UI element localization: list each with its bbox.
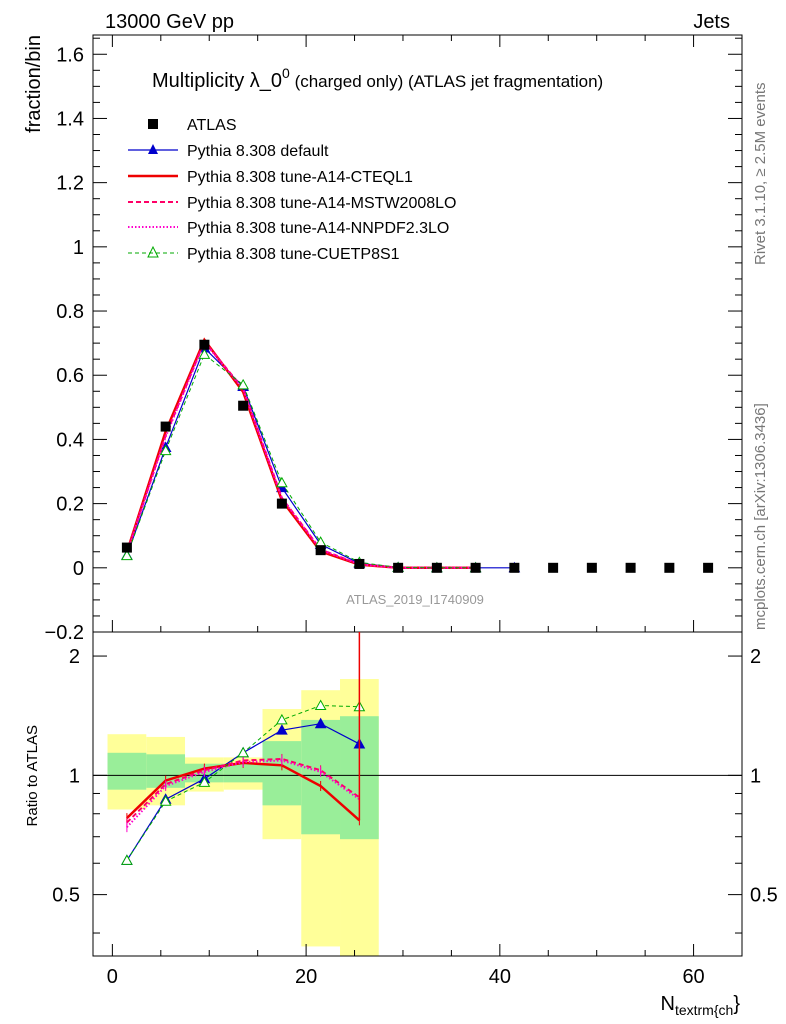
legend-label-nnpdf: Pythia 8.308 tune-A14-NNPDF2.3LO — [187, 220, 449, 237]
chart-title: Multiplicity λ_00 (charged only) (ATLAS … — [152, 65, 603, 92]
atlas-data-point — [509, 562, 520, 573]
y-tick-label-top: 0.2 — [56, 494, 84, 516]
atlas-data-point — [276, 498, 287, 509]
series-line-3 — [125, 340, 476, 569]
ratio-point-4 — [276, 713, 288, 725]
y-axis-label-bottom: Ratio to ATLAS — [24, 725, 41, 826]
y-tick-label-top: −0.2 — [45, 622, 84, 644]
legend-marker-cuetp8s1 — [147, 245, 159, 258]
y-tick-label-bottom-right: 1 — [750, 765, 761, 787]
y-tick-label-bottom: 0.5 — [52, 885, 80, 907]
x-axis-label: Ntextrm{ch} — [661, 993, 741, 1018]
atlas-data-point — [703, 562, 714, 573]
legend-label-default: Pythia 8.308 default — [187, 143, 329, 160]
legend-entry-default: Pythia 8.308 default — [128, 143, 329, 160]
y-tick-label-bottom: 1 — [69, 765, 80, 787]
y-tick-label-top: 1.2 — [56, 173, 84, 195]
legend-label-atlas: ATLAS — [187, 117, 237, 134]
y-tick-label-top: 1.4 — [56, 108, 84, 130]
rivet-label: Rivet 3.1.10, ≥ 2.5M events — [752, 83, 769, 266]
atlas-data-point — [431, 562, 442, 573]
legend-marker-atlas — [148, 119, 158, 129]
y-tick-label-top: 1 — [73, 237, 84, 259]
legend-label-mstw: Pythia 8.308 tune-A14-MSTW2008LO — [187, 195, 456, 212]
header-left-label: 13000 GeV pp — [105, 11, 234, 33]
legend-entry-cteql1: Pythia 8.308 tune-A14-CTEQL1 — [128, 169, 413, 186]
series-line-0 — [126, 346, 515, 569]
legend-entry-atlas: ATLAS — [148, 117, 237, 134]
x-tick-label: 60 — [682, 966, 704, 988]
legend-entry-nnpdf: Pythia 8.308 tune-A14-NNPDF2.3LO — [128, 220, 449, 237]
series-line-4 — [126, 353, 476, 569]
y-tick-label-bottom-right: 0.5 — [750, 885, 778, 907]
band-green-bin — [301, 719, 341, 835]
analysis-tag: ATLAS_2019_I1740909 — [346, 592, 484, 607]
header-right-label: Jets — [693, 11, 730, 33]
series-line-1 — [125, 337, 476, 570]
y-tick-label-top: 0.8 — [56, 301, 84, 323]
ratio-point-0 — [276, 724, 288, 735]
legend-entry-cuetp8s1: Pythia 8.308 tune-CUETP8S1 — [128, 245, 400, 263]
ratio-point-4 — [237, 746, 249, 758]
mcplots-label: mcplots.cern.ch [arXiv:1306.3436] — [752, 403, 769, 630]
series-point-4 — [121, 549, 133, 561]
x-tick-label: 20 — [295, 966, 317, 988]
atlas-data-point — [354, 558, 365, 569]
y-tick-label-top: 0.6 — [56, 365, 84, 387]
atlas-data-point — [625, 562, 636, 573]
y-tick-label-top: 0 — [73, 558, 84, 580]
atlas-data-point — [121, 542, 132, 553]
legend-label-cteql1: Pythia 8.308 tune-A14-CTEQL1 — [187, 169, 413, 186]
band-green-bin — [107, 752, 147, 790]
series-point-4 — [237, 378, 249, 390]
bottom-frame — [92, 631, 743, 957]
ratio-point-4 — [314, 699, 327, 711]
ratio-point-0 — [314, 717, 327, 729]
y-tick-label-bottom-right: 2 — [750, 646, 761, 668]
atlas-data-point — [160, 421, 171, 432]
series-line-2 — [125, 339, 476, 569]
atlas-data-point — [548, 562, 559, 573]
atlas-data-point — [664, 562, 675, 573]
y-tick-label-top: 0.4 — [56, 429, 84, 451]
x-tick-label: 40 — [489, 966, 511, 988]
atlas-data-point — [315, 545, 326, 556]
legend-label-cuetp8s1: Pythia 8.308 tune-CUETP8S1 — [187, 246, 400, 263]
legend-entry-mstw: Pythia 8.308 tune-A14-MSTW2008LO — [128, 195, 456, 212]
atlas-data-point — [393, 562, 404, 573]
legend-marker-default — [148, 144, 158, 154]
series-point-4 — [198, 348, 211, 359]
ratio-point-4 — [121, 854, 133, 865]
band-green-bin — [223, 763, 263, 783]
y-axis-label-top: fraction/bin — [23, 35, 45, 133]
ratio-point-4 — [198, 776, 211, 787]
atlas-data-point — [199, 339, 210, 350]
series-point-4 — [276, 476, 288, 488]
ratio-plot-panel: 0 20 40 60 0.5 0.5 1 1 2 2 — [52, 631, 778, 988]
y-tick-label-bottom: 2 — [69, 646, 80, 668]
y-tick-label-top: 1.6 — [56, 44, 84, 66]
atlas-data-point — [470, 562, 481, 573]
x-tick-label: 0 — [107, 966, 118, 988]
series-point-4 — [159, 444, 172, 456]
main-plot-panel: −0.2 0 0.2 0.4 0.6 0.8 1 1.2 1.4 1.6 — [45, 34, 743, 644]
legend: ATLAS Pythia 8.308 default Pythia 8.308 … — [128, 117, 456, 263]
ratio-point-4 — [159, 795, 172, 806]
atlas-data-point — [586, 562, 597, 573]
atlas-data-point — [238, 400, 249, 411]
